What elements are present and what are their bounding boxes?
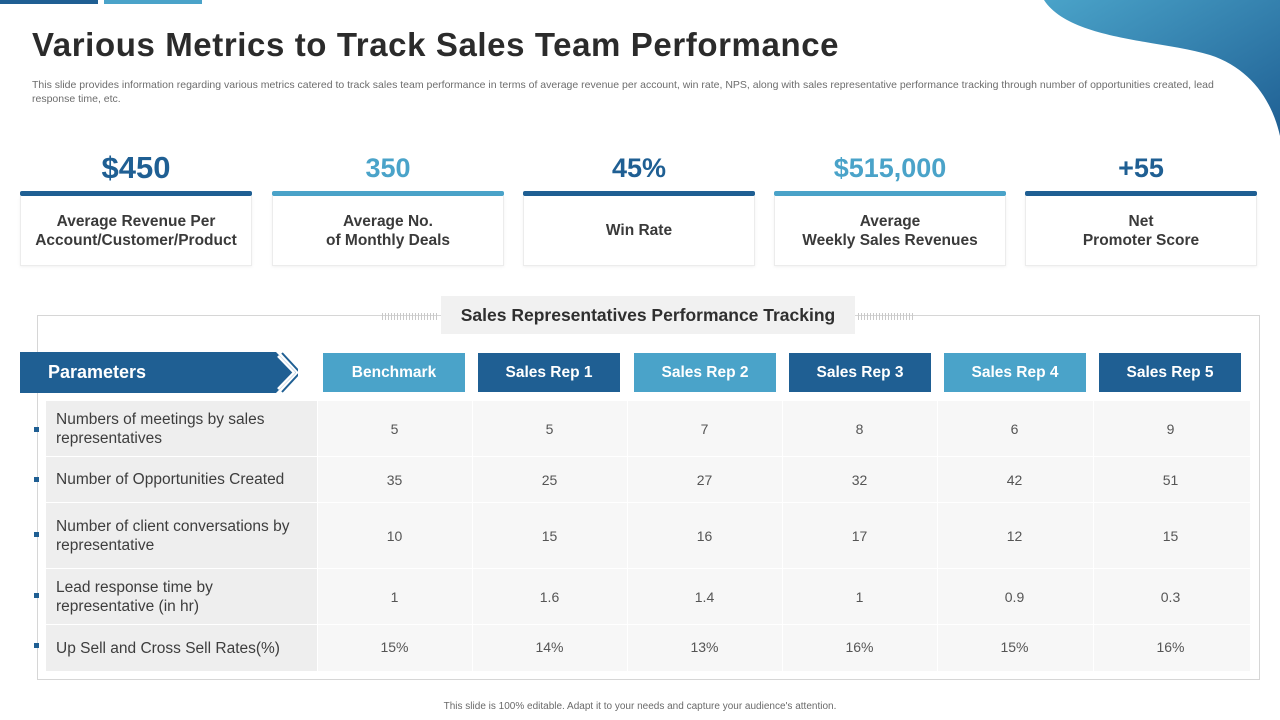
row-divider [46, 502, 1250, 503]
kpi-label-box: Win Rate [523, 196, 755, 266]
kpi-label-box: Average Revenue Per Account/Customer/Pro… [20, 196, 252, 266]
column-divider [317, 401, 318, 671]
kpi-value: +55 [1118, 153, 1164, 183]
kpi-card-weekly-revenues: $515,000 Average Weekly Sales Revenues [774, 148, 1006, 266]
table-cell: 7 [700, 420, 709, 437]
row-bullet [34, 532, 39, 537]
table-cell: 17 [851, 527, 868, 544]
table-cell: 51 [1162, 471, 1179, 488]
parameters-label: Parameters [48, 362, 147, 382]
kpi-label: Net Promoter Score [1082, 212, 1200, 249]
row-label-meetings: Numbers of meetings by sales representat… [56, 410, 265, 447]
table-cell: 16 [696, 527, 713, 544]
top-accent-bar-dark [0, 0, 98, 4]
column-divider [782, 401, 783, 671]
row-divider [46, 456, 1250, 457]
table-cell: 25 [541, 471, 558, 488]
table-cell: 10 [386, 527, 403, 544]
column-divider [627, 401, 628, 671]
parameters-header-arrow [20, 352, 298, 393]
kpi-value: 45% [611, 153, 667, 183]
kpi-label-box: Average Weekly Sales Revenues [774, 196, 1006, 266]
page-subtitle: This slide provides information regardin… [32, 79, 1214, 105]
kpi-label: Average No. of Monthly Deals [325, 212, 450, 249]
kpi-accent-line [1025, 191, 1257, 196]
table-cell: 0.3 [1160, 588, 1181, 605]
top-accent-bar-light [104, 0, 202, 4]
table-cell: 16% [845, 639, 874, 655]
table-cell: 27 [696, 471, 713, 488]
table-cell: 16% [1156, 639, 1185, 655]
table-cell: 42 [1006, 471, 1023, 488]
kpi-label-box: Net Promoter Score [1025, 196, 1257, 266]
row-divider [46, 568, 1250, 569]
column-header-sales-rep-1: Sales Rep 1 [478, 353, 620, 392]
table-cell: 1 [390, 588, 399, 605]
kpi-label: Win Rate [605, 222, 673, 239]
parameter-column-background [46, 401, 317, 671]
column-header-sales-rep-4: Sales Rep 4 [944, 353, 1086, 392]
table-cell: 6 [1010, 420, 1019, 437]
row-label-client-conversations: Number of client conversations by repres… [56, 517, 290, 554]
column-divider [937, 401, 938, 671]
table-cell: 32 [851, 471, 868, 488]
table-cell: 13% [690, 639, 719, 655]
kpi-value: 350 [365, 153, 411, 183]
column-divider [1093, 401, 1094, 671]
table-cell: 15% [1000, 639, 1029, 655]
row-divider [46, 624, 1250, 625]
table-cell: 1.6 [539, 588, 560, 605]
kpi-accent-line [20, 191, 252, 196]
corner-wave-decoration [1044, 0, 1280, 136]
column-header-benchmark: Benchmark [323, 353, 465, 392]
row-bullet [34, 643, 39, 648]
table-cell: 15% [380, 639, 409, 655]
table-cell: 35 [386, 471, 403, 488]
table-cell: 5 [390, 420, 399, 437]
table-cell: 0.9 [1004, 588, 1025, 605]
kpi-accent-line [774, 191, 1006, 196]
column-divider [472, 401, 473, 671]
kpi-card-win-rate: 45% Win Rate [523, 148, 755, 266]
table-cell: 5 [545, 420, 554, 437]
row-label-opportunities: Number of Opportunities Created [56, 471, 285, 488]
column-header-sales-rep-5: Sales Rep 5 [1099, 353, 1241, 392]
table-cell: 1.4 [694, 588, 715, 605]
kpi-label: Average Revenue Per Account/Customer/Pro… [35, 212, 237, 249]
table-cell: 1 [855, 588, 864, 605]
kpi-accent-line [272, 191, 504, 196]
kpi-label: Average Weekly Sales Revenues [802, 212, 978, 249]
kpi-card-monthly-deals: 350 Average No. of Monthly Deals [272, 148, 504, 266]
row-label-upsell-cross-sell: Up Sell and Cross Sell Rates(%) [56, 639, 280, 657]
row-bullet [34, 593, 39, 598]
kpi-card-net-promoter-score: +55 Net Promoter Score [1025, 148, 1257, 266]
row-bullet [34, 477, 39, 482]
table-cell: 8 [855, 420, 864, 437]
column-header-sales-rep-2: Sales Rep 2 [634, 353, 776, 392]
kpi-card-average-revenue: $450 Average Revenue Per Account/Custome… [20, 148, 252, 266]
page-title: Various Metrics to Track Sales Team Perf… [32, 26, 840, 63]
row-bullet [34, 427, 39, 432]
tracking-title: Sales Representatives Performance Tracki… [441, 296, 855, 334]
slide-footer-note: This slide is 100% editable. Adapt it to… [443, 701, 837, 712]
column-header-sales-rep-3: Sales Rep 3 [789, 353, 931, 392]
table-cell: 9 [1166, 420, 1175, 437]
table-cell: 14% [535, 639, 564, 655]
row-label-lead-response-time: Lead response time by representative (in… [56, 578, 213, 615]
kpi-value: $450 [101, 150, 171, 185]
title-hatch-right [858, 313, 914, 320]
table-cell: 15 [541, 527, 558, 544]
title-hatch-left [382, 313, 438, 320]
table-cell: 15 [1162, 527, 1179, 544]
kpi-value: $515,000 [833, 153, 947, 183]
table-cell: 12 [1006, 527, 1023, 544]
kpi-accent-line [523, 191, 755, 196]
kpi-label-box: Average No. of Monthly Deals [272, 196, 504, 266]
